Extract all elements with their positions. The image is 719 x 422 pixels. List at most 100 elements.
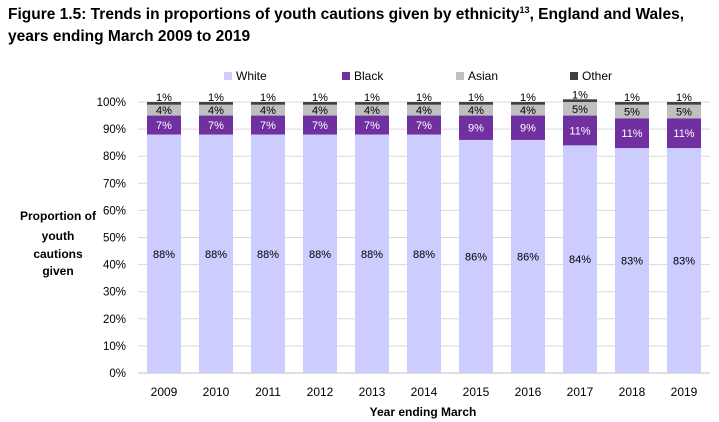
data-label-asian: 5% [676,106,692,118]
figure-title-footnote-ref: 13 [519,4,530,15]
data-label-black: 11% [673,128,694,140]
y-tick-label: 90% [103,124,126,136]
x-axis-ticks: 2009 2010 2011 2012 2013 2014 2015 2016 2017 2018… [151,385,698,399]
data-label-white: 83% [673,256,695,268]
legend-swatch [342,72,350,80]
bar-segment-asian [303,104,337,116]
bar-segment-white [199,134,233,373]
data-label-other: 1% [260,92,276,104]
x-tick-label: 2014 [411,385,438,399]
bar-segment-other [355,102,389,105]
bar-segment-black [563,115,597,146]
legend-swatch [570,72,578,80]
data-label-asian: 4% [156,105,172,117]
legend: White Black Asian Other [224,69,612,83]
legend-item-black: Black [342,69,384,83]
bar-segment-asian [147,104,181,116]
bar-segment-white [563,145,597,373]
bar-segment-asian [199,104,233,116]
figure-title-text-end: , England and Wales, years ending March … [8,6,685,45]
legend-item-white: White [224,69,267,83]
data-label-black: 11% [621,128,642,140]
y-axis-ticks: 0% 10% 20% 30% 40% 50% 60% 70% 80% 90% 100% [97,97,126,380]
data-label-other: 1% [208,92,224,104]
data-label-white: 88% [205,249,227,261]
data-label-other: 1% [468,92,484,104]
bar-segment-white [147,134,181,373]
data-label-white: 86% [517,251,539,263]
legend-label: Black [354,69,384,83]
y-axis-title-line: cautions [33,247,83,261]
bar-segment-white [667,148,701,373]
x-tick-label: 2010 [203,385,230,399]
y-tick-label: 0% [109,368,126,380]
data-label-black: 7% [416,120,432,132]
legend-item-asian: Asian [456,69,498,83]
data-label-asian: 4% [520,105,536,117]
data-label-other: 1% [312,92,328,104]
y-axis-title-line: Proportion of [20,209,97,223]
bar-segment-white [511,139,545,373]
x-tick-label: 2016 [515,385,542,399]
bar-segment-black [303,115,337,135]
bar-segment-black [511,115,545,140]
data-label-white: 83% [621,256,643,268]
bar-segment-other [147,102,181,105]
y-tick-label: 20% [103,314,126,326]
data-label-other: 1% [572,89,588,101]
y-tick-label: 70% [103,178,126,190]
y-tick-label: 40% [103,260,126,272]
bar-segment-asian [251,104,285,116]
bar-segment-white [459,139,493,373]
bar-segment-other [303,102,337,105]
bar-segment-asian [407,104,441,116]
legend-swatch [456,72,464,80]
data-label-black: 7% [364,120,380,132]
data-label-white: 86% [465,251,487,263]
legend-label: White [236,69,267,83]
figure-title-text: Figure 1.5: Trends in proportions of you… [8,6,520,23]
data-label-white: 84% [569,254,591,266]
bar-segment-black [147,115,181,135]
bar-segment-black [199,115,233,135]
data-label-other: 1% [364,92,380,104]
y-tick-label: 100% [97,97,126,109]
data-label-other: 1% [156,92,172,104]
bar-segment-asian [355,104,389,116]
bar-segment-asian [615,104,649,119]
bar-segment-asian [511,104,545,116]
bar-segment-white [615,148,649,373]
x-tick-label: 2011 [255,385,281,399]
legend-label: Other [582,69,612,83]
bar-segment-white [407,134,441,373]
bar-segment-black [615,118,649,149]
legend-item-other: Other [570,69,612,83]
data-labels: 88%7%4%1%88%7%4%1%88%7%4%1%88%7%4%1%88%7… [153,89,695,267]
bar-segment-other [251,102,285,105]
data-label-black: 11% [569,125,590,137]
bar-segment-black [355,115,389,135]
data-label-asian: 4% [312,105,328,117]
bar-segment-other [667,102,701,105]
x-tick-label: 2015 [463,385,490,399]
data-label-white: 88% [413,249,435,261]
x-tick-label: 2018 [619,385,646,399]
data-label-black: 7% [260,120,276,132]
x-tick-label: 2012 [307,385,334,399]
data-label-black: 9% [520,123,536,135]
data-label-black: 7% [156,120,172,132]
y-axis-title-line: youth [42,229,75,243]
data-label-other: 1% [416,92,432,104]
bar-segment-asian [667,104,701,119]
y-tick-label: 60% [103,205,126,217]
data-label-white: 88% [361,249,383,261]
y-axis-title: Proportion of youth cautions given [20,209,97,278]
data-label-white: 88% [309,249,331,261]
data-label-other: 1% [676,92,692,104]
data-label-asian: 4% [260,105,276,117]
y-tick-label: 50% [103,233,126,245]
legend-swatch [224,72,232,80]
figure-title-block: Figure 1.5: Trends in proportions of you… [8,4,713,48]
legend-label: Asian [468,69,498,83]
